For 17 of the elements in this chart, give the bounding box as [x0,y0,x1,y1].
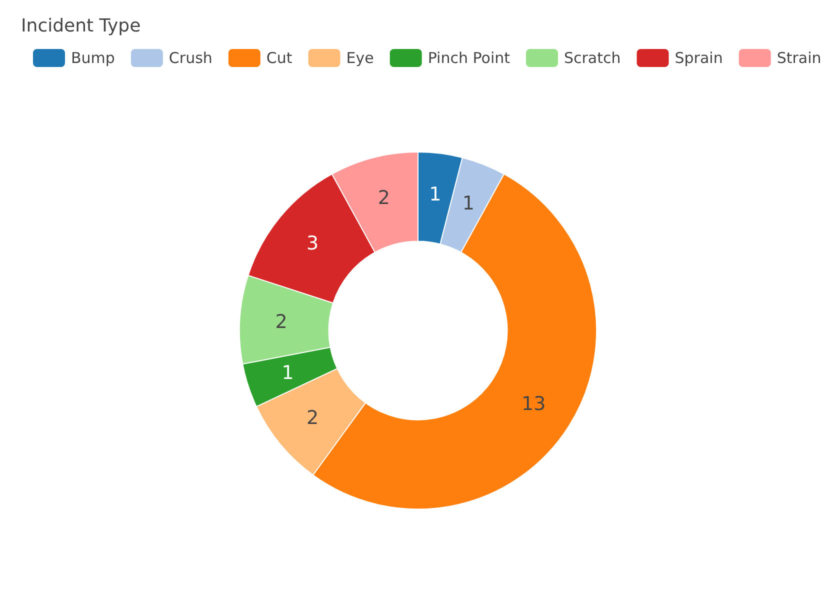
legend-label: Strain [776,49,822,67]
data-label: 2 [275,310,288,333]
data-label: 1 [462,192,474,214]
data-label: 1 [282,362,294,384]
data-label: 13 [522,392,546,415]
legend-label: Cut [266,49,292,67]
data-label: 2 [306,406,319,429]
legend-label: Bump [71,49,115,67]
legend-label: Pinch Point [428,49,510,67]
legend-label: Crush [168,49,212,67]
legend-label: Scratch [564,49,621,67]
legend-label: Eye [346,49,374,67]
data-label: 1 [429,184,442,206]
legend-title: Incident Type [21,16,141,36]
data-label: 3 [306,232,319,254]
data-label: 2 [378,186,390,209]
legend-label: Sprain [674,49,723,67]
